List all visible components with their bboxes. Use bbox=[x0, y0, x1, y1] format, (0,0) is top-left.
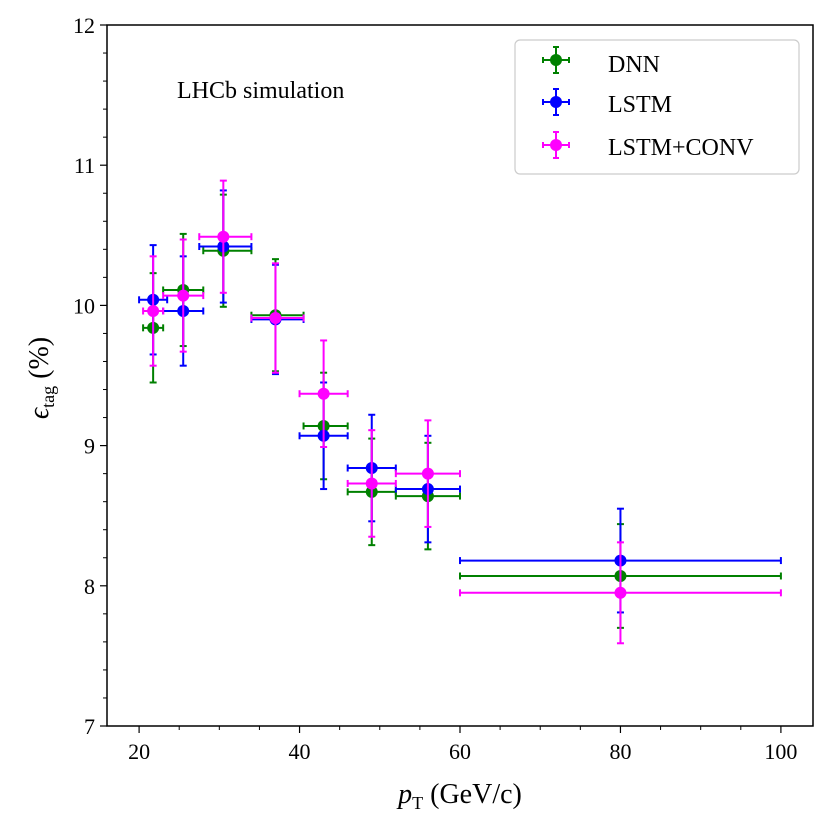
x-tick-label-60: 60 bbox=[449, 739, 471, 764]
data-point bbox=[147, 305, 160, 318]
series-lstm-conv bbox=[142, 179, 782, 645]
legend-label-dnn: DNN bbox=[608, 52, 660, 78]
data-point bbox=[217, 230, 230, 243]
y-tick-label-7: 7 bbox=[84, 714, 95, 739]
y-tick-label-8: 8 bbox=[84, 574, 95, 599]
data-point bbox=[421, 467, 434, 480]
x-tick-label-20: 20 bbox=[128, 739, 150, 764]
legend-marker-dnn bbox=[550, 54, 562, 66]
legend-markers bbox=[542, 46, 570, 159]
legend-marker-lstm bbox=[550, 96, 562, 108]
data-point bbox=[365, 477, 378, 490]
x-tick-label-80: 80 bbox=[609, 739, 631, 764]
y-tick-label-10: 10 bbox=[73, 293, 95, 318]
y-tick-label-12: 12 bbox=[73, 13, 95, 38]
axis-ticks: 20 40 60 80 100 7 8 9 10 11 12 bbox=[73, 13, 797, 764]
data-point bbox=[269, 312, 282, 325]
legend-label-lstm: LSTM bbox=[608, 92, 672, 118]
data-point bbox=[317, 387, 330, 400]
data-series bbox=[138, 179, 782, 645]
data-point bbox=[177, 289, 190, 302]
y-tick-label-11: 11 bbox=[74, 153, 95, 178]
y-tick-label-9: 9 bbox=[84, 434, 95, 459]
y-axis-label: ϵtag (%) bbox=[24, 337, 58, 419]
legend-label-lstm-conv: LSTM+CONV bbox=[608, 135, 754, 161]
legend: DNN LSTM LSTM+CONV bbox=[514, 39, 800, 175]
x-tick-label-100: 100 bbox=[764, 739, 797, 764]
legend-box bbox=[514, 39, 800, 175]
annotation-lhcb-simulation: LHCb simulation bbox=[177, 78, 344, 104]
plot-frame bbox=[106, 24, 814, 727]
x-tick-label-40: 40 bbox=[289, 739, 311, 764]
legend-marker-lstm-conv bbox=[550, 139, 562, 151]
data-point bbox=[614, 586, 627, 599]
x-axis-label: pT (GeV/c) bbox=[396, 779, 522, 813]
